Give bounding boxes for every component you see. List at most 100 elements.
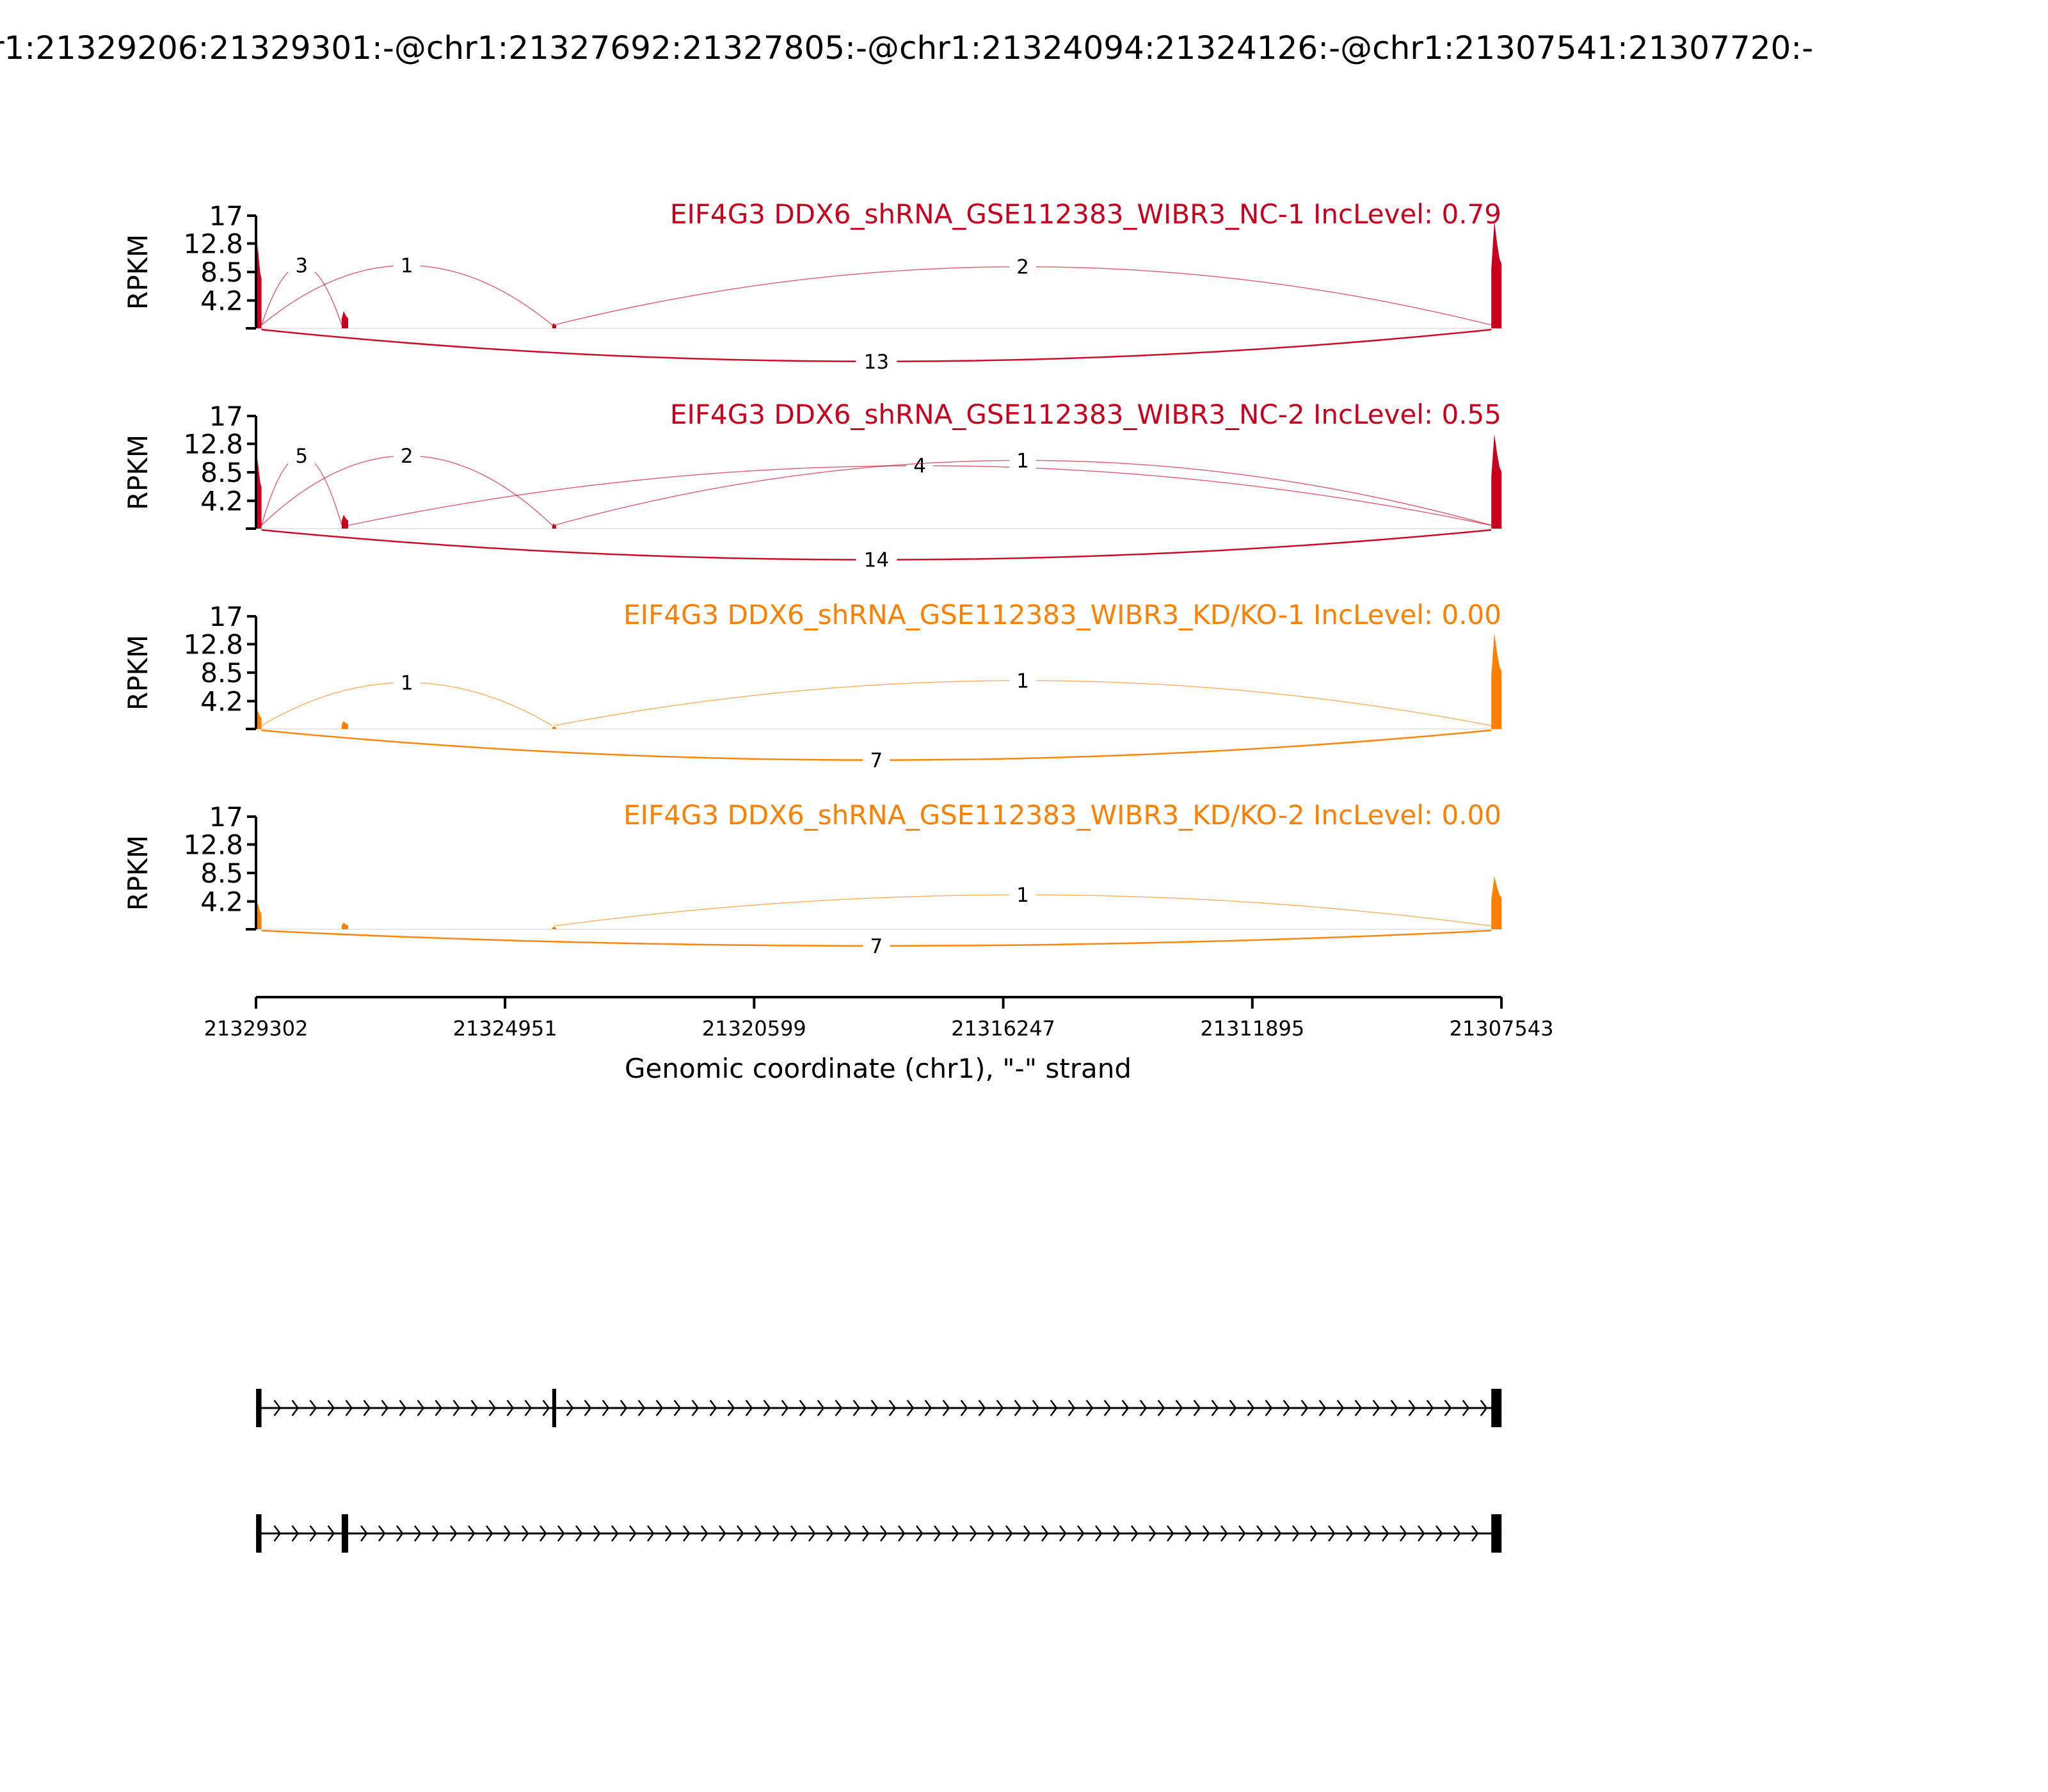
strand-arrow <box>772 1525 780 1542</box>
strand-arrow <box>1076 1525 1085 1542</box>
strand-arrow <box>1202 1525 1210 1542</box>
strand-arrow <box>646 1525 655 1542</box>
coverage-peak-exon-1 <box>256 902 262 929</box>
y-tick-label: 17 <box>209 200 243 232</box>
strand-arrow <box>1005 1525 1013 1542</box>
strand-arrow <box>790 1525 798 1542</box>
y-tick-label: 12.8 <box>183 228 243 259</box>
strand-arrow <box>593 1525 601 1542</box>
strand-arrow <box>1032 1400 1040 1416</box>
strand-arrow <box>1309 1525 1318 1542</box>
junction-label-box <box>1009 446 1036 475</box>
strand-arrow <box>1336 1400 1345 1416</box>
strand-arrow <box>1157 1400 1165 1416</box>
junction-count-label: 5 <box>295 445 308 468</box>
strand-arrow <box>602 1400 610 1416</box>
strand-arrow <box>539 1525 547 1542</box>
strand-arrow <box>345 1400 353 1416</box>
junction-label-box <box>1009 881 1036 909</box>
strand-arrow <box>709 1400 717 1416</box>
strand-arrow <box>1453 1525 1461 1542</box>
strand-arrow <box>584 1400 592 1416</box>
strand-arrow <box>664 1525 673 1542</box>
junction-count-label: 1 <box>1016 884 1029 907</box>
coverage-peak-exon-4 <box>1491 876 1502 929</box>
junction-label-box <box>1009 666 1036 695</box>
strand-arrow <box>1014 1400 1022 1416</box>
strand-arrow <box>1130 1525 1139 1542</box>
coverage-peak-exon-1 <box>256 244 262 328</box>
strand-arrow <box>682 1525 691 1542</box>
strand-arrow <box>431 1525 440 1542</box>
strand-arrow <box>327 1525 335 1542</box>
strand-arrow <box>1318 1400 1327 1416</box>
junction-count-label: 7 <box>870 749 883 772</box>
strand-arrow <box>309 1525 317 1542</box>
x-axis: 21329302 21324951 21320599 21316247 21311895… <box>204 996 1554 1041</box>
coverage-peak-exon-2 <box>341 721 348 729</box>
strand-arrow <box>452 1400 461 1416</box>
junction-count-label: 3 <box>295 255 308 278</box>
y-axis-label: RPKM <box>122 635 154 710</box>
strand-arrow <box>470 1400 479 1416</box>
coverage-peak-exon-2 <box>341 515 348 529</box>
strand-arrow <box>960 1400 968 1416</box>
strand-arrow <box>620 1400 628 1416</box>
panel-2: 5 2 4 1 14 4.28.512.817 RPKM EIF4G3 DDX6_shRNA_… <box>122 399 1502 574</box>
panel-1: 3 1 2 13 4.28.512.817 RPKM EIF4G3 DDX6_shRNA_G… <box>122 198 1502 376</box>
y-tick-label: 17 <box>209 601 243 632</box>
x-tick-label: 21307543 <box>1450 1016 1554 1041</box>
coverage-peak-exon-3 <box>552 323 556 328</box>
strand-arrow <box>1085 1400 1094 1416</box>
strand-arrow <box>736 1525 744 1542</box>
strand-arrow <box>951 1525 959 1542</box>
strand-arrow <box>1462 1400 1470 1416</box>
y-tick-label: 12.8 <box>183 428 243 460</box>
strand-arrow <box>1112 1525 1121 1542</box>
strand-arrow <box>449 1525 458 1542</box>
strand-arrow <box>413 1525 422 1542</box>
x-tick-label: 21320599 <box>702 1016 806 1041</box>
y-tick-label: 12.8 <box>183 628 243 660</box>
strand-arrow <box>1148 1525 1156 1542</box>
strand-arrow <box>745 1400 753 1416</box>
strand-arrow <box>861 1525 870 1542</box>
coverage-peak-exon-1 <box>256 459 262 529</box>
strand-arrow <box>360 1525 368 1542</box>
strand-arrow <box>417 1400 425 1416</box>
strand-arrow <box>754 1525 762 1542</box>
junction-count-label: 1 <box>1016 669 1029 692</box>
coverage-peak-exon-2 <box>341 922 348 929</box>
strand-arrow <box>852 1400 861 1416</box>
strand-arrow <box>291 1400 300 1416</box>
strand-arrow <box>700 1525 708 1542</box>
strand-arrow <box>1417 1525 1425 1542</box>
strand-arrow <box>1471 1525 1479 1542</box>
strand-arrow <box>718 1525 726 1542</box>
strand-arrow <box>524 1400 532 1416</box>
coverage-peak-exon-4 <box>1491 433 1502 529</box>
strand-arrow <box>467 1525 476 1542</box>
strand-arrow <box>399 1400 407 1416</box>
strand-arrow <box>826 1525 834 1542</box>
strand-arrow <box>1327 1525 1336 1542</box>
panel-title: EIF4G3 DDX6_shRNA_GSE112383_WIBR3_NC-1 I… <box>670 198 1501 230</box>
strand-arrow <box>1444 1400 1452 1416</box>
strand-arrow <box>1390 1400 1398 1416</box>
strand-arrow <box>655 1400 664 1416</box>
strand-arrow <box>1068 1400 1076 1416</box>
strand-arrow <box>933 1525 941 1542</box>
junction-label-box <box>856 545 897 574</box>
panel-title: EIF4G3 DDX6_shRNA_GSE112383_WIBR3_KD/KO-… <box>623 799 1501 831</box>
strand-arrow <box>1480 1400 1488 1416</box>
strand-arrow <box>566 1400 574 1416</box>
strand-arrow <box>924 1400 932 1416</box>
junction-label-box <box>393 442 420 470</box>
strand-arrow <box>799 1400 807 1416</box>
strand-arrow <box>327 1400 335 1416</box>
strand-arrow <box>1300 1400 1309 1416</box>
strand-arrow <box>978 1400 986 1416</box>
strand-arrow <box>1220 1525 1228 1542</box>
strand-arrow <box>996 1400 1004 1416</box>
